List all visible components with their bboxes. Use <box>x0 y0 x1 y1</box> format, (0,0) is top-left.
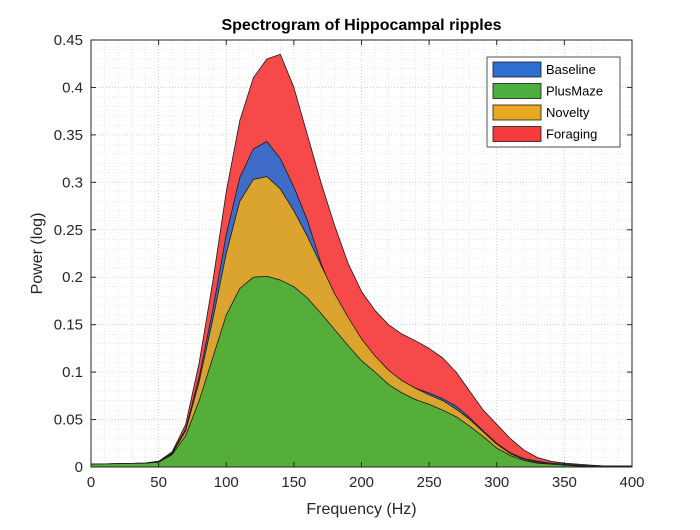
x-tick-label: 350 <box>552 474 577 491</box>
legend-label-novelty: Novelty <box>546 105 590 120</box>
chart-title: Spectrogram of Hippocampal ripples <box>221 17 501 34</box>
x-tick-label: 250 <box>417 474 442 491</box>
y-tick-label: 0.45 <box>54 32 83 49</box>
x-tick-label: 300 <box>484 474 509 491</box>
legend-swatch-novelty <box>492 104 542 121</box>
tick-layer: 0 50 100 150 200 250 300 350 400 0 0.05 0.1 0.15 0.2 0… <box>54 32 645 491</box>
legend-label-baseline: Baseline <box>546 62 596 77</box>
y-tick-label: 0.35 <box>54 127 83 144</box>
y-tick-label: 0 <box>75 459 83 476</box>
legend-swatch-plusmaze <box>492 83 542 99</box>
series-layer <box>90 53 633 468</box>
y-tick-label: 0.15 <box>54 317 83 334</box>
legend-label-plusmaze: PlusMaze <box>546 84 603 99</box>
y-tick-label: 0.3 <box>62 174 83 191</box>
y-tick-label: 0.2 <box>62 269 83 286</box>
legend-swatch-foraging <box>492 126 542 142</box>
legend-swatch-baseline <box>492 61 542 78</box>
x-tick-label: 200 <box>349 474 374 491</box>
legend-label-foraging: Foraging <box>546 127 597 142</box>
y-tick-label: 0.25 <box>54 222 83 239</box>
y-tick-label: 0.1 <box>62 364 83 381</box>
y-tick-label: 0.05 <box>54 412 83 429</box>
x-tick-label: 0 <box>87 474 95 491</box>
y-tick-label: 0.4 <box>62 79 83 96</box>
y-axis-label: Power (log) <box>29 213 46 295</box>
x-tick-label: 400 <box>619 474 644 491</box>
x-tick-label: 100 <box>214 474 239 491</box>
x-axis-label: Frequency (Hz) <box>306 501 416 518</box>
legend: Baseline PlusMaze Novelty Foraging <box>486 56 621 148</box>
x-tick-label: 50 <box>150 474 167 491</box>
series-area-plusmaze <box>90 275 633 468</box>
x-tick-label: 150 <box>281 474 306 491</box>
